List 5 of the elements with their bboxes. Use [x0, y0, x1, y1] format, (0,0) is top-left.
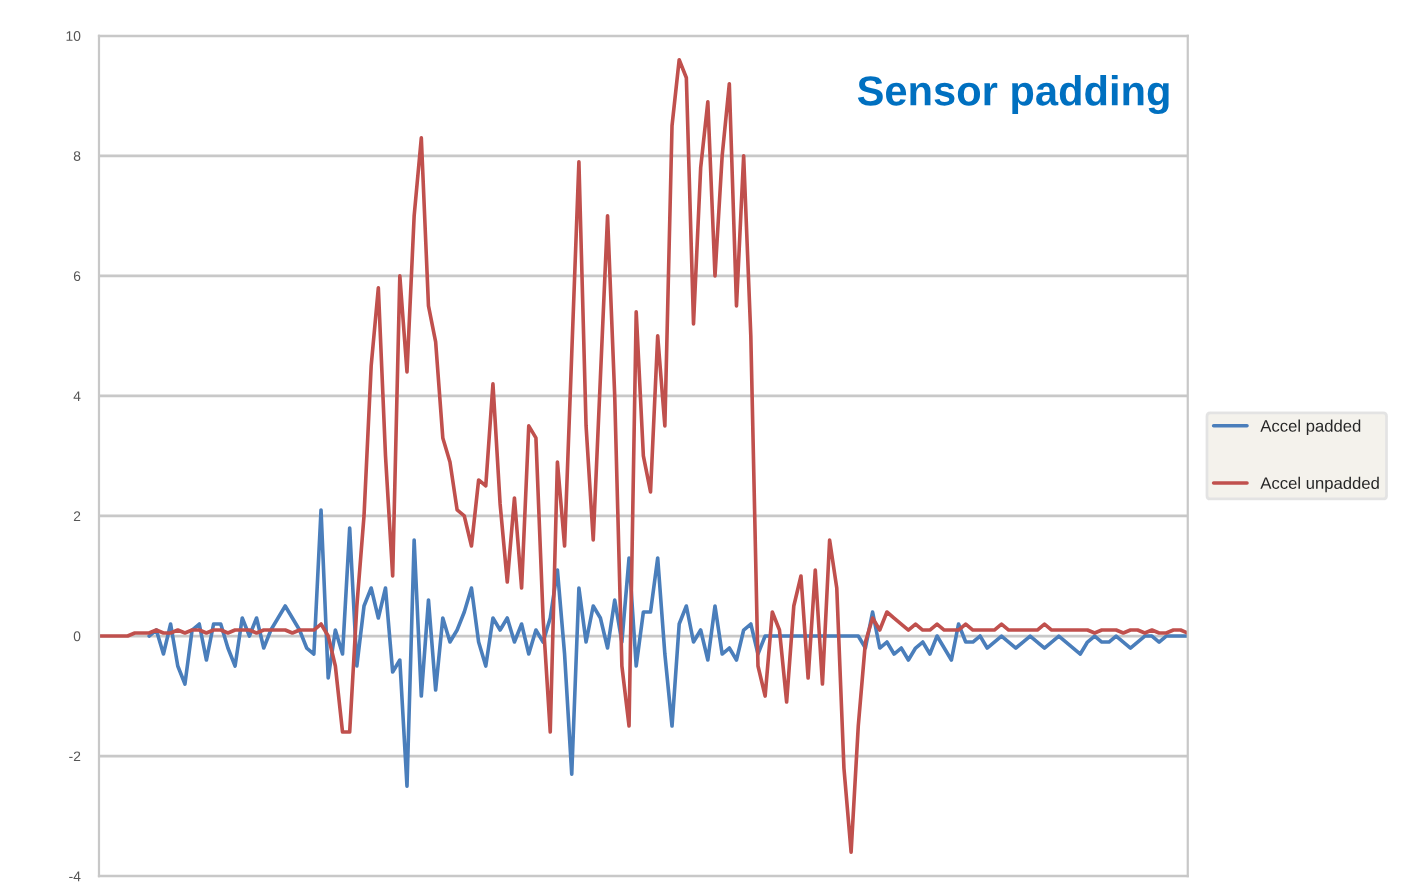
legend-label: Accel unpadded — [1260, 476, 1379, 493]
text: Sensor padding — [857, 75, 1169, 115]
legend-label: Accel padded — [1260, 419, 1361, 436]
line-series — [98, 57, 1188, 854]
line-series — [147, 508, 1188, 788]
